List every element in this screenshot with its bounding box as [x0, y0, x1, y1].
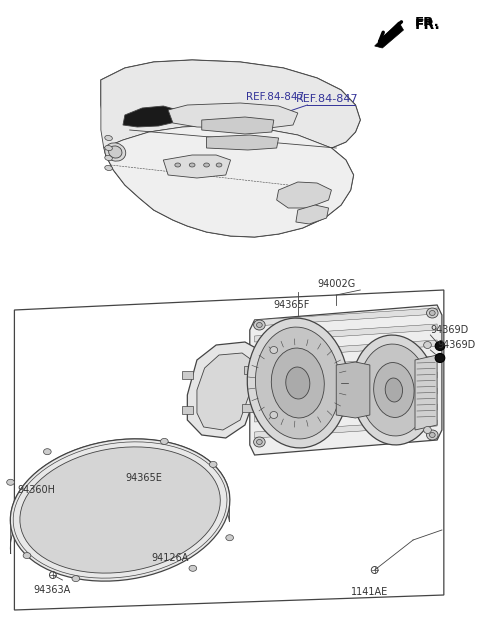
Text: REF.84-847: REF.84-847 [246, 92, 304, 102]
Ellipse shape [255, 327, 340, 439]
Ellipse shape [226, 534, 233, 541]
Ellipse shape [105, 143, 126, 161]
Polygon shape [163, 155, 230, 178]
Ellipse shape [256, 322, 262, 327]
Ellipse shape [385, 378, 403, 402]
Ellipse shape [247, 318, 348, 448]
Polygon shape [181, 371, 193, 379]
Ellipse shape [189, 565, 197, 571]
Polygon shape [242, 404, 253, 412]
Polygon shape [336, 362, 370, 418]
Ellipse shape [105, 155, 112, 160]
Polygon shape [123, 106, 178, 127]
Polygon shape [250, 305, 442, 455]
Polygon shape [254, 340, 437, 358]
Polygon shape [10, 439, 229, 554]
Polygon shape [181, 406, 193, 414]
Ellipse shape [105, 136, 112, 141]
Ellipse shape [430, 310, 435, 316]
Ellipse shape [424, 341, 432, 348]
Polygon shape [375, 22, 404, 48]
Ellipse shape [23, 553, 31, 558]
Polygon shape [254, 404, 437, 422]
Ellipse shape [286, 367, 310, 399]
Ellipse shape [44, 449, 51, 455]
Ellipse shape [216, 163, 222, 167]
Ellipse shape [108, 146, 122, 158]
Polygon shape [254, 388, 437, 406]
Ellipse shape [430, 432, 435, 437]
Ellipse shape [359, 344, 429, 436]
Text: 94002G: 94002G [317, 279, 355, 289]
Polygon shape [276, 182, 331, 208]
Polygon shape [254, 324, 437, 342]
Polygon shape [20, 447, 220, 573]
Text: 94365E: 94365E [125, 473, 162, 483]
Polygon shape [254, 308, 437, 326]
Polygon shape [202, 117, 274, 134]
Polygon shape [101, 60, 360, 148]
Text: FR.: FR. [415, 18, 441, 32]
Polygon shape [254, 420, 437, 438]
Text: 1141AE: 1141AE [351, 587, 388, 597]
Polygon shape [104, 125, 354, 237]
Ellipse shape [105, 165, 112, 170]
Ellipse shape [105, 145, 112, 151]
Text: REF.84-847: REF.84-847 [296, 94, 359, 104]
Text: 94126A: 94126A [152, 553, 189, 563]
Ellipse shape [427, 308, 438, 318]
Ellipse shape [373, 363, 414, 418]
Ellipse shape [271, 348, 324, 418]
Ellipse shape [270, 346, 277, 353]
Ellipse shape [427, 430, 438, 440]
Polygon shape [11, 439, 230, 581]
Text: 94363A: 94363A [34, 585, 71, 595]
Ellipse shape [253, 320, 265, 330]
Ellipse shape [204, 163, 209, 167]
Text: 94369D: 94369D [431, 325, 468, 335]
Polygon shape [168, 103, 298, 128]
Ellipse shape [160, 439, 168, 444]
Text: 94369D: 94369D [437, 340, 475, 350]
Ellipse shape [435, 353, 445, 362]
Ellipse shape [72, 575, 80, 582]
Polygon shape [101, 60, 360, 237]
Ellipse shape [424, 427, 432, 433]
Polygon shape [254, 372, 437, 390]
Polygon shape [197, 353, 252, 430]
Ellipse shape [175, 163, 180, 167]
Polygon shape [244, 366, 255, 374]
Ellipse shape [189, 163, 195, 167]
Polygon shape [415, 355, 437, 430]
Polygon shape [296, 205, 328, 224]
Text: 94360H: 94360H [17, 485, 55, 495]
Text: FR.: FR. [415, 16, 440, 28]
Ellipse shape [253, 437, 265, 447]
Text: 94365F: 94365F [274, 300, 310, 310]
Polygon shape [206, 135, 278, 150]
Polygon shape [254, 356, 437, 374]
Ellipse shape [7, 480, 14, 485]
Ellipse shape [435, 341, 445, 350]
Ellipse shape [270, 411, 277, 418]
Ellipse shape [256, 440, 262, 444]
Ellipse shape [351, 335, 436, 445]
Polygon shape [187, 342, 259, 438]
Ellipse shape [209, 461, 217, 468]
